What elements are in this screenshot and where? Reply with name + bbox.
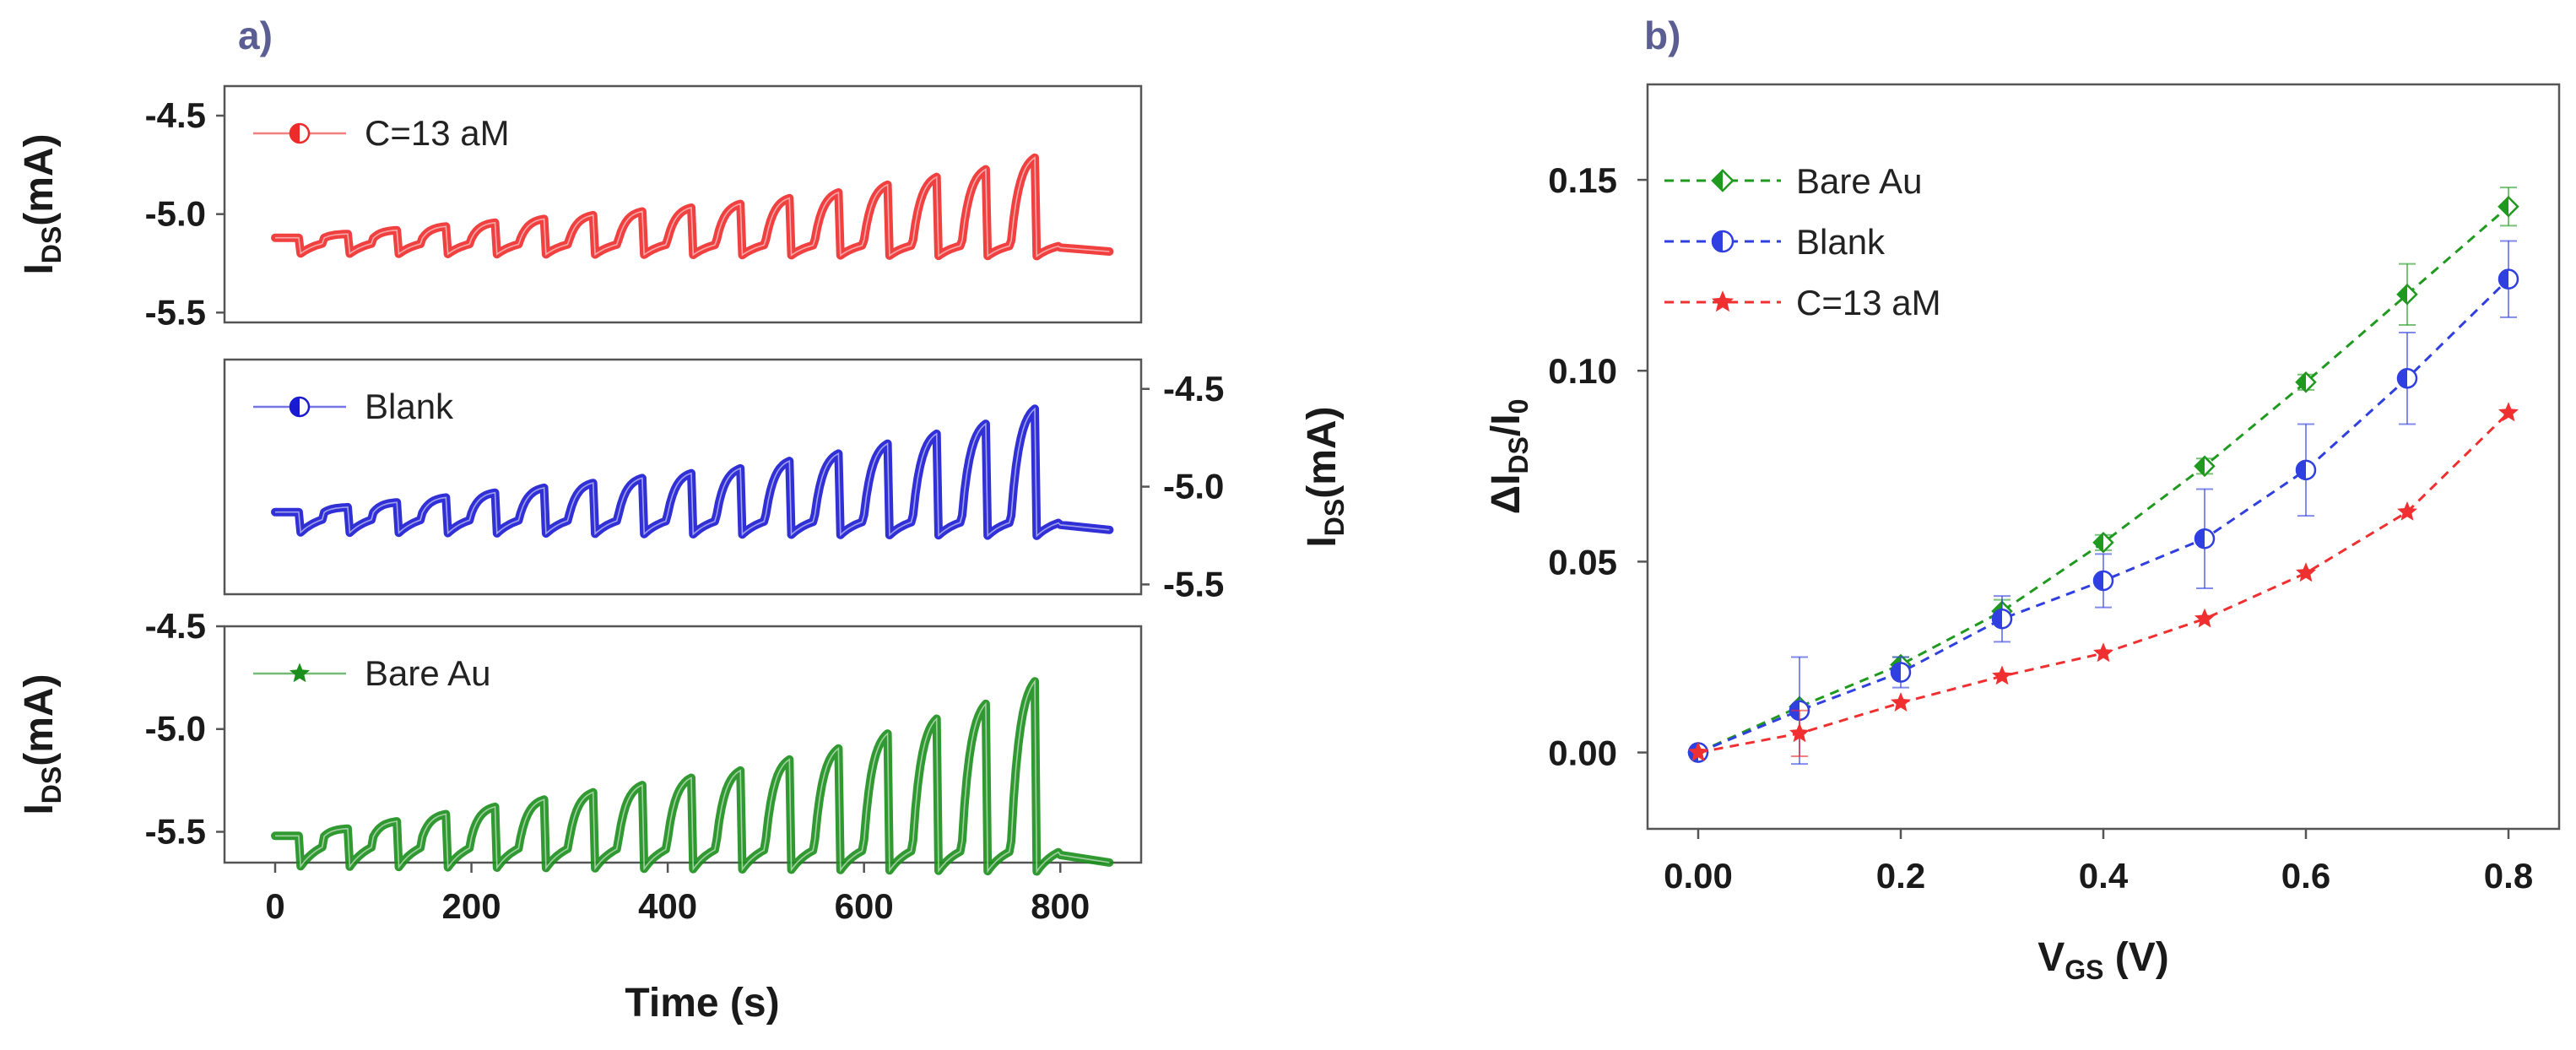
point-c-13-am-8 <box>2498 402 2519 422</box>
point-bare-au-7-fill <box>2398 284 2407 304</box>
point-blank-2 <box>1890 662 1912 683</box>
plot-frame-b <box>1646 83 2561 831</box>
point-c-13-am-7 <box>2397 501 2417 521</box>
xtick-label-a-3: 600 <box>835 886 894 926</box>
panel-a-plot: -4.5 -5.0 -5.5 IDS(mA) C=13 aM -4.5 -5.0 -5.5 ID… <box>17 95 1350 1026</box>
legend-marker-c-13-am <box>289 122 311 144</box>
panel-b-plot: 0.00 0.05 0.10 0.15 0.00 0.2 0.4 0.6 0.8 VGS (V) Δ… <box>1484 160 2533 985</box>
xlabel-a: Time (s) <box>625 981 779 1026</box>
ytick-label-b-1: 0.05 <box>1548 542 1617 582</box>
ytick-label-c-13-am-0: -4.5 <box>145 95 206 135</box>
subplot-frame-bare-au <box>223 625 1143 864</box>
point-blank-8 <box>2498 268 2519 290</box>
panel-label-b: b) <box>1644 14 1680 57</box>
trace-highlight-blank <box>275 407 1110 538</box>
legend-marker-c-13-am-fill <box>290 124 300 143</box>
xtick-label-b-3: 0.6 <box>2281 856 2330 896</box>
ytick-label-b-2: 0.10 <box>1548 351 1617 391</box>
ylabel-bare-au: IDS(mA) <box>17 674 67 815</box>
panel-label-a: a) <box>238 14 273 57</box>
ytick-label-bare-au-2: -5.5 <box>145 811 206 851</box>
xtick-label-a-1: 200 <box>442 886 501 926</box>
point-blank-5-fill <box>2195 529 2205 549</box>
point-c-13-am-1 <box>1789 723 1810 743</box>
legend-marker-b-bare-au-fill <box>1713 170 1723 191</box>
xlabel-b: VGS (V) <box>2038 935 2169 985</box>
ytick-label-c-13-am-2: -5.5 <box>145 292 206 332</box>
subplot-frame-blank <box>223 358 1143 596</box>
point-bare-au-4 <box>2092 532 2114 554</box>
point-blank-7 <box>2396 368 2418 389</box>
point-blank-6 <box>2295 459 2317 481</box>
point-bare-au-7 <box>2396 284 2418 306</box>
point-c-13-am-0 <box>1688 741 1708 761</box>
legend-marker-blank <box>289 396 311 418</box>
ytick-label-blank-2: -5.5 <box>1163 564 1224 603</box>
ytick-label-bare-au-0: -4.5 <box>145 606 206 646</box>
ytick-label-bare-au-1: -5.0 <box>145 709 206 749</box>
legend-marker-b-c-13-am <box>1711 290 1734 312</box>
point-bare-au-5-fill <box>2195 457 2205 476</box>
legend-label-bare-au: Bare Au <box>365 653 490 693</box>
point-blank-3-fill <box>1993 609 2002 629</box>
point-bare-au-4-fill <box>2094 533 2103 552</box>
trace-highlight-c-13-am <box>275 156 1110 258</box>
legend-marker-bare-au <box>290 663 310 683</box>
xtick-label-a-0: 0 <box>265 886 284 926</box>
legend-label-b-blank: Blank <box>1796 222 1886 262</box>
xtick-label-a-4: 800 <box>1031 886 1090 926</box>
ytick-label-c-13-am-1: -5.0 <box>145 194 206 234</box>
xtick-label-b-0: 0.00 <box>1664 856 1733 896</box>
point-bare-au-5 <box>2194 455 2216 478</box>
legend-label-c-13-am: C=13 aM <box>365 113 510 153</box>
ytick-label-b-3: 0.15 <box>1548 160 1617 200</box>
legend-label-b-c-13-am: C=13 aM <box>1796 283 1941 322</box>
xtick-label-b-1: 0.2 <box>1876 856 1925 896</box>
ytick-label-blank-1: -5.0 <box>1163 467 1224 506</box>
panel-a: -4.5 -5.0 -5.5 IDS(mA) C=13 aM -4.5 -5.0 -5.5 ID… <box>17 84 1350 1026</box>
legend-marker-blank-fill <box>290 398 300 416</box>
trace-highlight-bare-au <box>275 679 1110 874</box>
point-blank-2-fill <box>1891 663 1901 682</box>
point-bare-au-6 <box>2295 371 2317 393</box>
point-blank-4-fill <box>2094 571 2103 590</box>
ylabel-b: ΔIDS/I0 <box>1484 399 1534 515</box>
point-blank-4 <box>2092 570 2114 592</box>
point-blank-3 <box>1991 608 2013 630</box>
point-c-13-am-3 <box>1992 665 2012 685</box>
panel-b: 0.00 0.05 0.10 0.15 0.00 0.2 0.4 0.6 0.8 VGS (V) Δ… <box>1484 83 2561 985</box>
point-bare-au-8 <box>2498 195 2519 218</box>
point-c-13-am-5 <box>2194 608 2215 628</box>
point-bare-au-8-fill <box>2499 197 2508 216</box>
point-c-13-am-2 <box>1891 692 1911 712</box>
ytick-label-b-0: 0.00 <box>1548 733 1617 773</box>
point-blank-6-fill <box>2297 460 2306 479</box>
xtick-label-b-2: 0.4 <box>2079 856 2129 896</box>
point-c-13-am-4 <box>2093 642 2113 663</box>
series-line-blank <box>1697 278 2510 754</box>
xtick-label-a-2: 400 <box>638 886 697 926</box>
xtick-label-b-4: 0.8 <box>2484 856 2533 896</box>
ytick-label-blank-0: -4.5 <box>1163 369 1224 409</box>
point-blank-5 <box>2194 528 2216 549</box>
legend-label-b-bare-au: Bare Au <box>1796 161 1922 201</box>
legend-marker-b-blank-fill <box>1713 231 1723 252</box>
legend-marker-b-bare-au <box>1711 169 1734 192</box>
point-c-13-am-6 <box>2296 562 2316 582</box>
ylabel-blank: IDS(mA) <box>1300 406 1350 547</box>
point-bare-au-6-fill <box>2297 372 2306 392</box>
point-blank-7-fill <box>2398 369 2407 388</box>
legend-label-blank: Blank <box>365 387 454 426</box>
point-blank-8-fill <box>2499 269 2508 289</box>
ylabel-c-13-am: IDS(mA) <box>17 133 67 274</box>
legend-marker-b-blank <box>1711 230 1734 253</box>
subplot-frame-c13 <box>223 84 1143 324</box>
